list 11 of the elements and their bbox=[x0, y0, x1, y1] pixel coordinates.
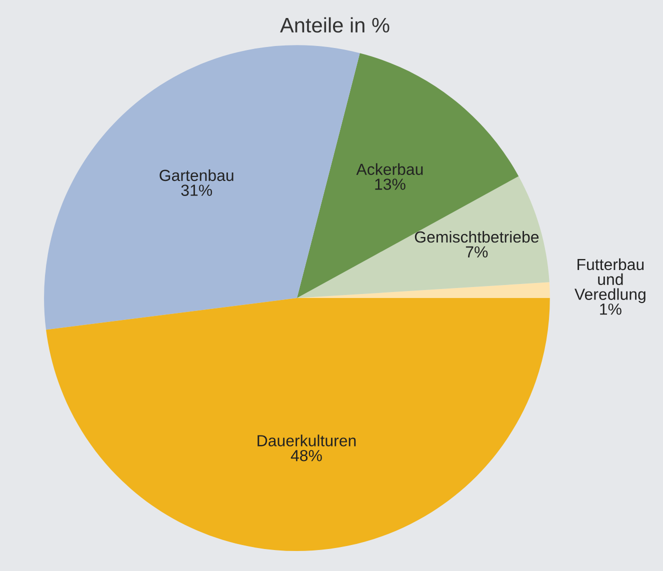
slice-label: Futterbau und Veredlung bbox=[574, 258, 646, 304]
slice-label: Gemischtbetriebe bbox=[414, 230, 539, 243]
data-label: 48% bbox=[290, 450, 322, 462]
data-label: 31% bbox=[181, 184, 212, 196]
slice-label: Gartenbau bbox=[160, 169, 234, 182]
slice-label: Dauerkulturen bbox=[258, 434, 356, 446]
data-label: 7% bbox=[466, 246, 488, 258]
data-label: 13% bbox=[375, 178, 406, 190]
data-label: 1% bbox=[600, 304, 622, 315]
chart-title: Anteile in % bbox=[280, 17, 390, 33]
slice-label: Ackerbau bbox=[356, 163, 423, 175]
